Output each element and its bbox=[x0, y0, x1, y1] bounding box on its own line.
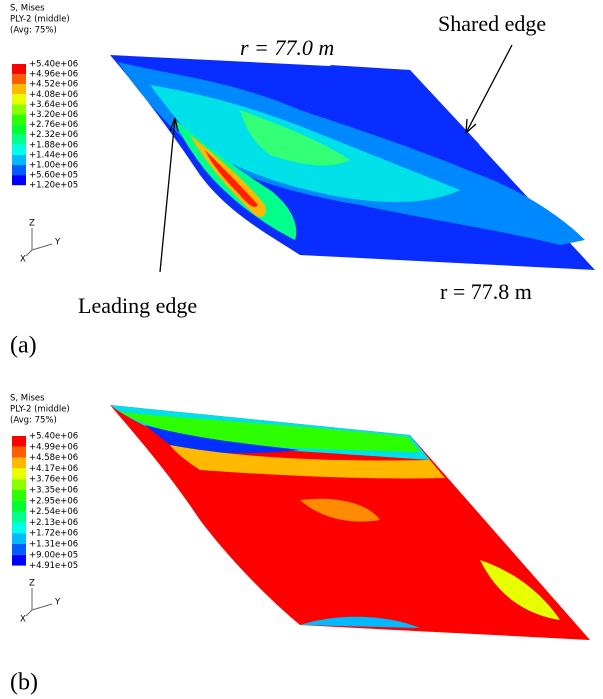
legend-swatch bbox=[12, 479, 26, 490]
legend-swatch bbox=[12, 154, 26, 165]
legend-title: (Avg: 75%) bbox=[10, 26, 57, 36]
legend-swatch bbox=[12, 165, 26, 176]
triad-label: X bbox=[20, 615, 26, 625]
arrows bbox=[159, 44, 513, 273]
legend-label: +2.54e+06 bbox=[29, 507, 78, 517]
legend-title: S, Mises bbox=[10, 4, 45, 14]
legend-swatch bbox=[12, 500, 26, 512]
legend-label: +4.96e+06 bbox=[29, 70, 78, 80]
legend-swatch bbox=[12, 522, 26, 534]
legend-label: +3.64e+06 bbox=[29, 100, 78, 110]
plate-a bbox=[110, 55, 595, 270]
legend-label: +4.17e+06 bbox=[29, 464, 78, 474]
legend-swatch bbox=[12, 94, 26, 105]
legend-swatch bbox=[12, 124, 26, 135]
legend-title: PLY-2 (middle) bbox=[10, 15, 70, 25]
legend-label: +5.40e+06 bbox=[29, 432, 78, 442]
annotation: r = 77.0 m bbox=[240, 35, 334, 60]
legend-swatch bbox=[12, 457, 26, 469]
annotation: Shared edge bbox=[438, 11, 546, 36]
legend-swatch bbox=[12, 84, 26, 95]
panel-label: (a) bbox=[10, 333, 37, 359]
legend-label: +9.00e+05 bbox=[29, 550, 78, 560]
legend-swatch bbox=[12, 468, 26, 480]
legend-swatch bbox=[12, 446, 26, 458]
legend-label: +1.88e+06 bbox=[29, 140, 78, 150]
plate-b bbox=[110, 405, 590, 640]
legend-title: (Avg: 75%) bbox=[10, 416, 57, 426]
legend-swatch bbox=[12, 144, 26, 155]
legend-swatch bbox=[12, 490, 26, 501]
legend-label: +4.08e+06 bbox=[29, 90, 78, 100]
triad-label: Y bbox=[54, 238, 61, 248]
legend-swatch bbox=[12, 533, 26, 544]
triad-axis bbox=[31, 243, 53, 251]
legend-swatch bbox=[12, 114, 26, 125]
legend-label: +3.20e+06 bbox=[29, 110, 78, 120]
legend-label: +4.58e+06 bbox=[29, 453, 78, 463]
legend-swatch bbox=[12, 554, 26, 566]
panel-label: (b) bbox=[10, 670, 38, 696]
triad-label: Z bbox=[29, 579, 35, 589]
legend-swatch bbox=[12, 511, 26, 523]
legend-swatch bbox=[12, 544, 26, 555]
legend-label: +1.31e+06 bbox=[29, 540, 78, 550]
triad-axis bbox=[25, 249, 33, 257]
legend-label: +4.91e+05 bbox=[29, 561, 78, 571]
legend-title: PLY-2 (middle) bbox=[10, 405, 70, 415]
legend-label: +5.40e+06 bbox=[29, 60, 78, 70]
legend-label: +1.00e+06 bbox=[29, 161, 78, 171]
triad-label: Y bbox=[54, 598, 61, 608]
legend-label: +1.72e+06 bbox=[29, 529, 78, 539]
triad-label: Z bbox=[29, 219, 35, 229]
legend-swatch bbox=[12, 134, 26, 145]
triad-axis bbox=[31, 603, 53, 611]
legend-swatch bbox=[12, 104, 26, 115]
legend-label: +3.35e+06 bbox=[29, 486, 78, 496]
legend-label: +5.60e+05 bbox=[29, 171, 78, 181]
legend-label: +1.44e+06 bbox=[29, 150, 78, 160]
legend-label: +2.76e+06 bbox=[29, 120, 78, 130]
annotation: r = 77.8 m bbox=[440, 279, 532, 304]
legend-label: +2.95e+06 bbox=[29, 496, 78, 506]
annotation: Leading edge bbox=[78, 293, 197, 318]
legend-swatch bbox=[12, 175, 26, 186]
triad-axis bbox=[25, 609, 33, 617]
legend-label: +4.52e+06 bbox=[29, 80, 78, 90]
legend-label: +2.32e+06 bbox=[29, 130, 78, 140]
legend-label: +4.99e+06 bbox=[29, 442, 78, 452]
triad-label: X bbox=[20, 255, 26, 265]
legend-label: +2.13e+06 bbox=[29, 518, 78, 528]
legend-title: S, Mises bbox=[10, 394, 45, 404]
legend-swatch bbox=[12, 436, 26, 447]
legend-label: +1.20e+05 bbox=[29, 181, 78, 191]
legend-swatch bbox=[12, 74, 26, 85]
legend-swatch bbox=[12, 64, 26, 75]
legend-label: +3.76e+06 bbox=[29, 475, 78, 485]
